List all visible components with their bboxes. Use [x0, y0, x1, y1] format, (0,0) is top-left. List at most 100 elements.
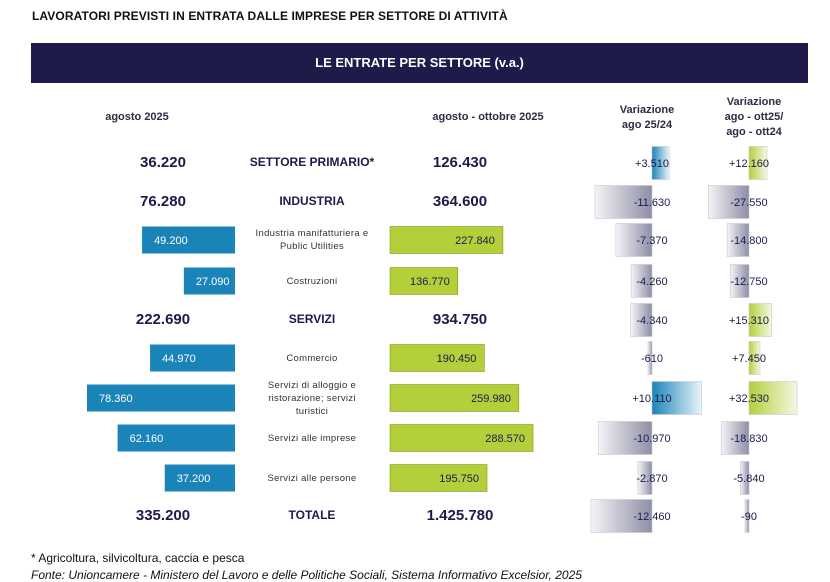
period-value-4: 934.750: [432, 311, 488, 328]
var2-0-label: +12.160: [729, 158, 769, 170]
row-label-4: SERVIZI: [288, 312, 336, 326]
aug-bar-label-2: 49.200: [154, 235, 188, 247]
aug-value-1: 76.280: [140, 193, 186, 210]
col-header-var1: Variazione ago 25/24: [597, 103, 697, 133]
period-bar-8: [389, 464, 488, 492]
aug-bar-2: [142, 226, 235, 254]
aug-bar-6: [87, 384, 235, 412]
var1-2-label: -7.370: [636, 235, 667, 247]
aug-bar-5: [150, 344, 235, 372]
var1-4-bar: [630, 303, 653, 337]
period-bar-6: [389, 384, 520, 412]
var1-4-label: -4.340: [636, 315, 667, 327]
var2-4-label: +15.310: [729, 315, 769, 327]
col-header-var2-line3: ago - ott24: [726, 126, 782, 138]
period-bar-label-8: 195.750: [439, 473, 479, 485]
var2-9-bar: [744, 499, 750, 533]
banner-title: LE ENTRATE PER SETTORE (v.a.): [315, 55, 524, 70]
aug-value-9: 335.200: [135, 507, 191, 524]
aug-bar-label-3: 27.090: [196, 276, 230, 288]
row-label-6-line-1: ristorazione; servizi: [268, 392, 356, 404]
aug-bar-label-7: 62.160: [130, 433, 164, 445]
var2-5-label: +7.450: [732, 353, 766, 365]
var1-5-bar: [647, 341, 653, 375]
var2-8-bar: [740, 461, 750, 495]
var2-3-bar: [729, 264, 750, 298]
aug-value-0: 36.220: [140, 154, 186, 171]
row-label-2-line-0: Industria manifatturiera e: [255, 228, 369, 239]
aug-bar-label-5: 44.970: [162, 353, 196, 365]
period-value-1: 364.600: [432, 193, 488, 210]
var1-0-label: +3.510: [635, 158, 669, 170]
row-label-6-line-2: turistici: [295, 405, 329, 417]
var1-3-label: -4.260: [636, 276, 667, 288]
var2-8-label: -5.840: [733, 473, 764, 485]
row-label-7-line-0: Servizi alle imprese: [267, 432, 357, 444]
period-value-9: 1.425.780: [426, 507, 494, 524]
col-header-var1-line1: Variazione: [619, 104, 675, 116]
period-bar-7: [389, 424, 534, 452]
period-bar-label-5: 190.450: [437, 353, 477, 365]
aug-value-4: 222.690: [135, 311, 191, 328]
col-header-var2: Variazione ago - ott25/ ago - ott24: [704, 95, 804, 140]
period-bar-label-7: 288.570: [485, 433, 525, 445]
var1-5-label: -610: [641, 353, 663, 365]
row-label-5-line-0: Commercio: [286, 352, 338, 364]
row-label-5: Commercio: [242, 352, 382, 365]
period-bar-3: [389, 267, 459, 295]
period-bar-label-3: 136.770: [410, 276, 450, 288]
var2-2-bar: [726, 223, 750, 257]
aug-bar-label-6: 78.360: [99, 393, 133, 405]
var2-1-label: -27.550: [730, 197, 767, 209]
var2-9-label: -90: [741, 511, 757, 523]
aug-bar-3: [183, 267, 235, 295]
aug-bar-label-8: 37.200: [177, 473, 211, 485]
row-label-2-line-1: Public Utilities: [280, 241, 344, 252]
banner: [31, 43, 808, 83]
row-label-6: Servizi di alloggio e ristorazione; servi…: [242, 379, 382, 418]
var1-0-bar: [651, 146, 670, 180]
var2-7-label: -18.830: [730, 433, 767, 445]
var1-6-label: +10.110: [632, 393, 671, 405]
col-header-var1-line2: ago 25/24: [621, 119, 673, 131]
period-value-0: 126.430: [432, 154, 488, 171]
var1-1-bar: [594, 185, 653, 219]
row-label-2: Industria manifatturiera e Public Utiliti…: [242, 227, 382, 253]
col-header-var2-line1: Variazione: [726, 96, 782, 108]
row-label-3: Costruzioni: [242, 275, 382, 288]
period-bar-5: [389, 344, 485, 372]
footnote: * Agricoltura, silvicoltura, caccia e pe…: [31, 551, 245, 565]
row-label-0: SETTORE PRIMARIO*: [249, 155, 375, 169]
var1-7-label: -10.970: [633, 433, 670, 445]
var2-4-bar: [748, 303, 772, 337]
row-label-8: Servizi alle persone: [242, 472, 382, 485]
var1-8-bar: [637, 461, 653, 495]
row-label-7: Servizi alle imprese: [242, 432, 382, 445]
aug-bar-8: [164, 464, 235, 492]
var1-3-bar: [630, 264, 653, 298]
var1-8-label: -2.870: [636, 473, 667, 485]
var2-5-bar: [748, 341, 761, 375]
var2-2-label: -14.800: [730, 235, 767, 247]
page-title: LAVORATORI PREVISTI IN ENTRATA DALLE IMP…: [32, 9, 508, 23]
aug-bar-7: [117, 424, 235, 452]
period-bar-2: [389, 226, 504, 254]
var1-9-bar: [590, 499, 653, 533]
var1-2-bar: [615, 223, 653, 257]
row-label-6-line-0: Servizi di alloggio e: [267, 379, 357, 391]
var1-1-label: -11.630: [634, 197, 671, 209]
var2-7-bar: [720, 421, 750, 455]
col-header-period: agosto - ottobre 2025: [432, 111, 544, 123]
source-note: Fonte: Unioncamere - Ministero del Lavor…: [31, 568, 582, 582]
col-header-var2-line2: ago - ott25/: [724, 111, 784, 123]
var1-9-label: -12.460: [633, 511, 670, 523]
row-label-9: TOTALE: [288, 508, 336, 522]
row-label-8-line-0: Servizi alle persone: [267, 472, 357, 484]
var2-6-label: +32.530: [729, 393, 769, 405]
var2-1-bar: [708, 185, 750, 219]
var2-6-bar: [748, 381, 798, 415]
var2-0-bar: [748, 146, 768, 180]
var1-6-bar: [651, 381, 702, 415]
var2-3-label: -12.750: [730, 276, 767, 288]
